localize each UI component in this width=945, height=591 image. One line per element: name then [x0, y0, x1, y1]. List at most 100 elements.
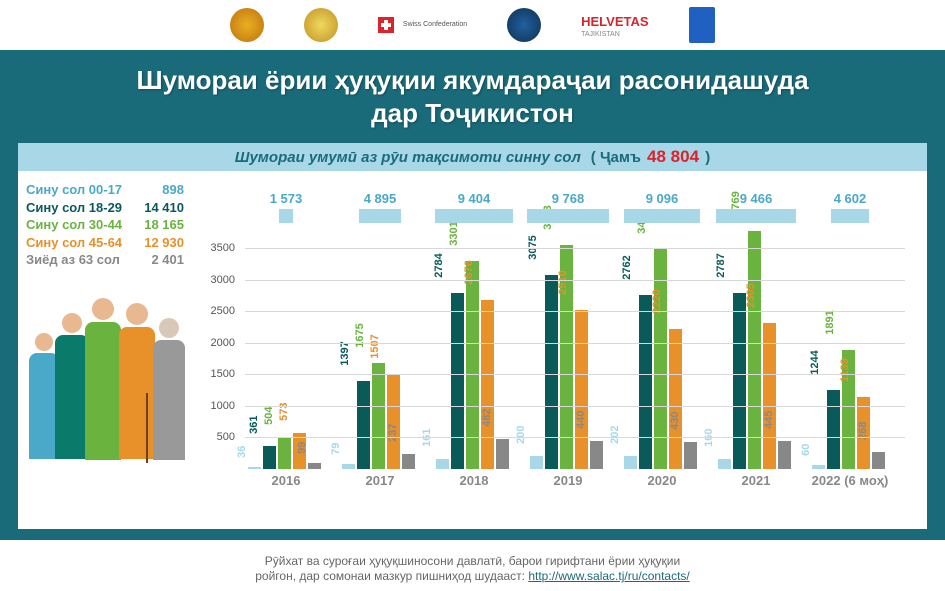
y-tick: 1500 [211, 368, 235, 380]
footer-link[interactable]: http://www.salac.tj/ru/contacts/ [528, 569, 689, 583]
logo-undp [689, 7, 715, 43]
year-group: 161278433012676482 [433, 229, 515, 469]
logo-globe [507, 8, 541, 42]
y-tick: 1000 [211, 400, 235, 412]
legend-row: Зиёд аз 63 сол2 401 [26, 251, 184, 269]
year-group: 200307535432510440 [527, 229, 609, 469]
grid-line [245, 248, 905, 249]
year-total-label: 4 895 [339, 191, 421, 206]
grid-line [245, 280, 905, 281]
logo-emblem-1 [230, 8, 264, 42]
page-title: Шумораи ёрии ҳуқуқии якумдараҷаи расонид… [0, 50, 945, 139]
bar-value-label: 504 [262, 407, 274, 427]
bar: 361 [263, 446, 276, 469]
total-bar [435, 209, 514, 223]
legend-label: Сину сол 30-44 [26, 216, 136, 234]
y-axis: 500 1000 1500 2000 2500 3000 3500 [203, 229, 239, 469]
footer-line2: ройгон, дар сомонаи мазкур пишниҳод шуда… [255, 569, 525, 583]
x-axis-label: 2019 [527, 473, 609, 488]
bar-value-label: 2676 [462, 260, 474, 286]
legend-label: Зиёд аз 63 сол [26, 251, 136, 269]
x-axis-label: 2018 [433, 473, 515, 488]
bar: 504 [278, 437, 291, 469]
grid-line [245, 406, 905, 407]
chart-area: 500100015002000250030003500 363615045739… [203, 181, 913, 499]
legend-label: Сину сол 00-17 [26, 181, 136, 199]
year-total-label: 4 602 [809, 191, 891, 206]
y-tick: 2000 [211, 337, 235, 349]
bar-value-label: 445 [762, 410, 774, 430]
bar-value-label: 160 [702, 428, 714, 448]
legend-row: Сину сол 18-2914 410 [26, 199, 184, 217]
bar-value-label: 1244 [808, 351, 820, 377]
legend-value: 14 410 [136, 199, 184, 217]
chart-container: Шумораи умумӣ аз рӯи тақсимоти синну сол… [18, 143, 927, 529]
bar-value-label: 79 [329, 443, 341, 457]
bar-value-label: 361 [247, 416, 259, 436]
bar: 268 [872, 452, 885, 469]
total-value: 48 804 [647, 147, 699, 166]
bar: 99 [308, 463, 321, 469]
logo-row: Swiss Confederation HELVETAS TAJIKISTAN [0, 0, 945, 50]
bars-region: 3636150457399791397167515072371612784330… [245, 229, 905, 469]
grid-line [245, 374, 905, 375]
bar: 1675 [372, 363, 385, 469]
bar-value-label: 1507 [368, 334, 380, 360]
year-total-label: 1 573 [245, 191, 327, 206]
bar-value-label: 2305 [744, 284, 756, 310]
legend-value: 2 401 [136, 251, 184, 269]
bar: 2220 [669, 329, 682, 469]
bar: 3075 [545, 275, 558, 469]
bar: 440 [590, 441, 603, 469]
bar-value-label: 2762 [620, 255, 632, 281]
legend-row: Сину сол 45-6412 930 [26, 234, 184, 252]
total-bar [359, 209, 400, 223]
grid-line [245, 437, 905, 438]
bar: 237 [402, 454, 415, 469]
main-panel: Шумораи ёрии ҳуқуқии якумдараҷаи расонид… [0, 50, 945, 540]
footer-line1: Рӯйхат ва суроғаи ҳуқуқшиносони давлатӣ,… [265, 554, 680, 568]
bar-value-label: 1675 [353, 323, 365, 349]
x-axis-label: 2016 [245, 473, 327, 488]
legend-label: Сину сол 18-29 [26, 199, 136, 217]
bar: 1244 [827, 390, 840, 469]
x-axis-label: 2022 (6 моҳ) [809, 473, 891, 488]
bar: 161 [436, 459, 449, 469]
year-total-label: 9 096 [621, 191, 703, 206]
bar-value-label: 200 [514, 426, 526, 446]
y-tick: 3000 [211, 274, 235, 286]
grid-line [245, 343, 905, 344]
helvetas-sub: TAJIKISTAN [581, 31, 648, 38]
bar: 60 [812, 465, 825, 469]
bar-value-label: 1397 [338, 341, 350, 367]
title-line2: дар Тоҷикистон [371, 98, 574, 128]
y-tick: 3500 [211, 242, 235, 254]
total-bar [831, 209, 870, 223]
total-bar [527, 209, 609, 223]
bar: 2676 [481, 300, 494, 469]
bar: 36 [248, 467, 261, 469]
legend: Сину сол 00-17898Сину сол 18-2914 410Син… [26, 181, 184, 269]
total-wrap: ( Ҷамъ 48 804 ) [591, 147, 710, 167]
year-total-label: 9 768 [527, 191, 609, 206]
y-tick: 2500 [211, 305, 235, 317]
x-axis-label: 2017 [339, 473, 421, 488]
y-tick: 500 [217, 431, 235, 443]
title-line1: Шумораи ёрии ҳуқуқии якумдараҷаи расонид… [136, 65, 808, 95]
bar-value-label: 2784 [432, 253, 444, 279]
bar: 200 [530, 456, 543, 469]
legend-label: Сину сол 45-64 [26, 234, 136, 252]
bar: 430 [684, 442, 697, 469]
bar: 2784 [451, 293, 464, 469]
total-bar [279, 209, 292, 223]
bar-value-label: 202 [608, 426, 620, 446]
total-bar [716, 209, 795, 223]
bar: 445 [778, 441, 791, 469]
bar: 3769 [748, 231, 761, 469]
bar-value-label: 1891 [823, 310, 835, 336]
bar: 2787 [733, 293, 746, 469]
bar: 2305 [763, 323, 776, 469]
people-illustration [26, 283, 186, 463]
bar: 2762 [639, 295, 652, 469]
logo-helvetas: HELVETAS TAJIKISTAN [581, 13, 648, 38]
